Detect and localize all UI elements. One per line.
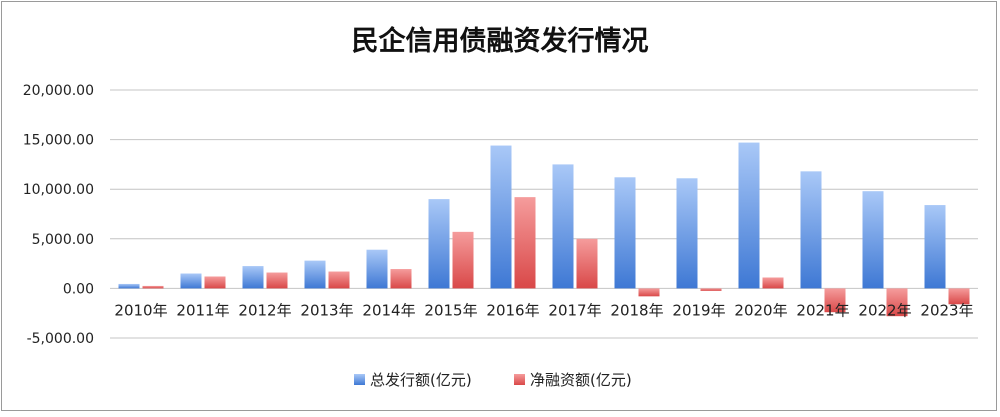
y-tick-label: 5,000.00 (32, 232, 94, 248)
net-financing-bar (142, 285, 164, 289)
total-issuance-bar (242, 266, 264, 289)
total-issuance-bar (490, 145, 512, 289)
chart-frame: 民企信用债融资发行情况 20,000.00 15,000.00 10,000.00 5… (1, 1, 997, 411)
total-issuance-bar (428, 199, 450, 289)
total-issuance-bar (924, 205, 946, 289)
y-axis-ticks: 20,000.00 15,000.00 10,000.00 5,000.00 0.00 -… (23, 83, 94, 347)
y-tick-label: -5,000.00 (27, 331, 94, 347)
legend: 总发行额(亿元) 净融资额(亿元) (354, 371, 632, 389)
y-tick-label: 20,000.00 (23, 83, 94, 99)
x-tick-label: 2023年 (920, 301, 973, 319)
net-financing-bar (948, 288, 970, 305)
x-tick-label: 2010年 (114, 301, 167, 319)
x-tick-label: 2013年 (300, 301, 353, 319)
x-tick-label: 2022年 (858, 301, 911, 319)
net-financing-bar (762, 277, 784, 289)
total-issuance-bar (676, 178, 698, 289)
x-tick-label: 2014年 (362, 301, 415, 319)
x-tick-label: 2016年 (486, 301, 539, 319)
x-axis-ticks: 2010年 2011年 2012年 2013年 2014年 2015年 2016年 2017年… (114, 301, 973, 319)
net-financing-bar (700, 288, 722, 291)
legend-label: 净融资额(亿元) (530, 371, 632, 389)
y-tick-label: 15,000.00 (23, 133, 94, 149)
total-issuance-bar (366, 249, 388, 289)
x-tick-label: 2021年 (796, 301, 849, 319)
x-tick-label: 2011年 (176, 301, 229, 319)
net-financing-bar (266, 272, 288, 289)
total-issuance-bar (304, 260, 326, 289)
y-tick-label: 0.00 (63, 281, 94, 297)
net-financing-bar (576, 238, 598, 289)
total-issuance-bar (552, 164, 574, 289)
total-issuance-bar (180, 273, 202, 289)
total-issuance-bar (862, 191, 884, 289)
x-tick-label: 2017年 (548, 301, 601, 319)
x-tick-label: 2015年 (424, 301, 477, 319)
x-tick-label: 2018年 (610, 301, 663, 319)
legend-swatch (514, 374, 525, 385)
net-financing-bar (204, 276, 226, 289)
net-financing-bar (328, 271, 350, 289)
legend-swatch (354, 374, 365, 385)
net-financing-bar (390, 269, 412, 289)
x-tick-label: 2012年 (238, 301, 291, 319)
net-financing-bar (514, 197, 536, 289)
net-financing-bar (886, 288, 908, 317)
x-tick-label: 2019年 (672, 301, 725, 319)
net-financing-bar (824, 288, 846, 313)
total-issuance-bar (118, 283, 140, 289)
bar-chart: 民企信用债融资发行情况 20,000.00 15,000.00 10,000.00 5… (23, 25, 978, 389)
chart-title: 民企信用债融资发行情况 (352, 25, 649, 57)
legend-label: 总发行额(亿元) (370, 371, 472, 389)
net-financing-bar (638, 288, 660, 297)
net-financing-bar (452, 231, 474, 289)
total-issuance-bar (800, 171, 822, 289)
total-issuance-bar (738, 142, 760, 289)
x-tick-label: 2020年 (734, 301, 787, 319)
total-issuance-bar (614, 177, 636, 289)
y-tick-label: 10,000.00 (23, 182, 94, 198)
bars (118, 142, 970, 317)
